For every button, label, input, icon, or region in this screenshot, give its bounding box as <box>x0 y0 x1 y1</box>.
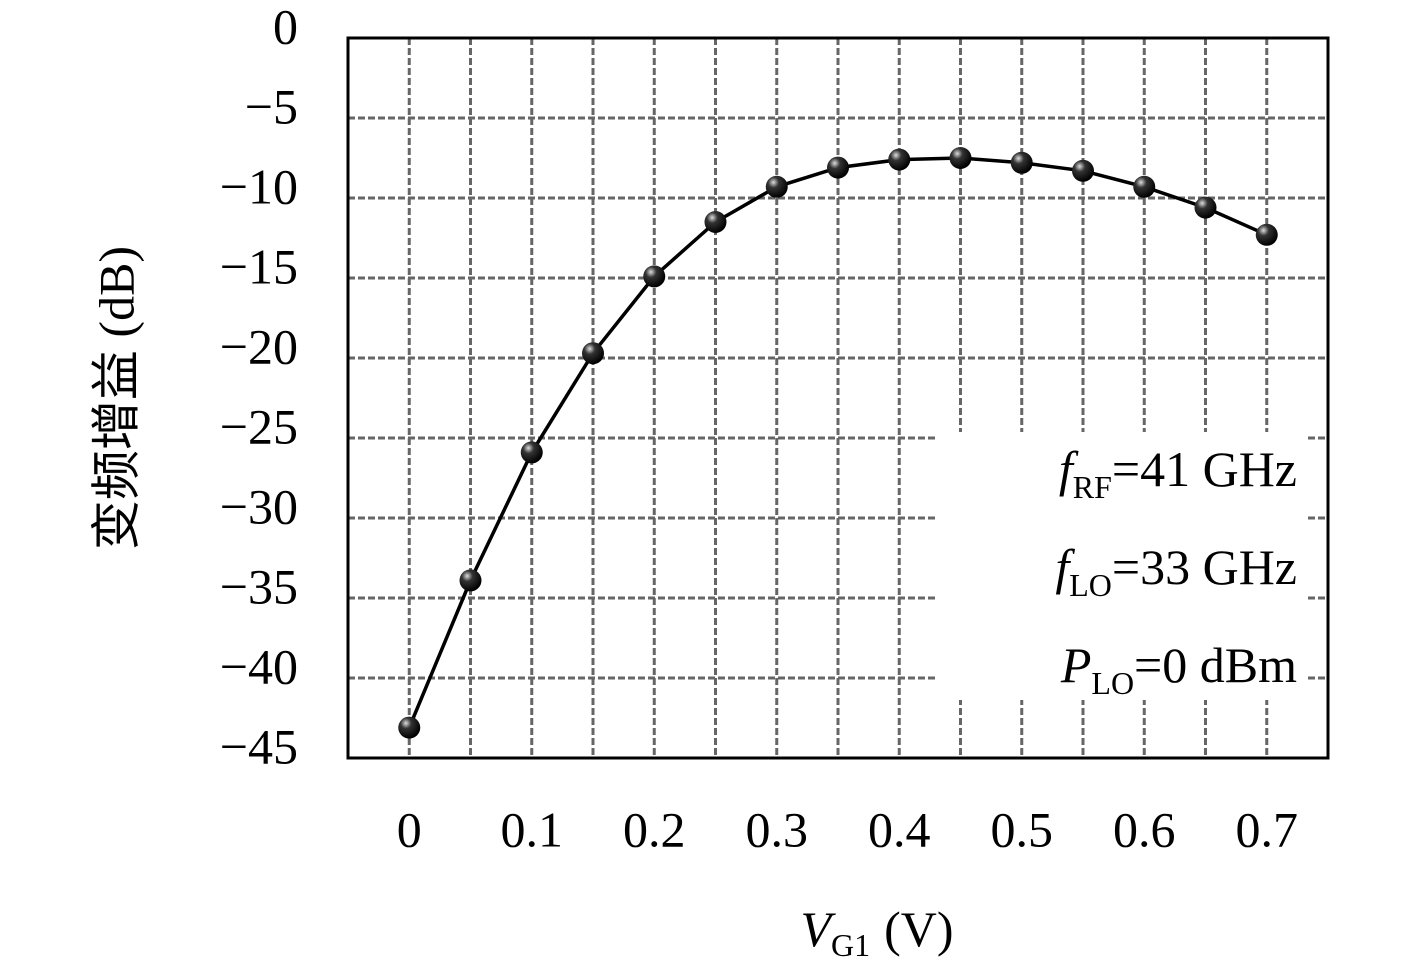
y-tick-label: −15 <box>220 238 298 294</box>
x-tick-label: 0.3 <box>746 801 809 857</box>
y-tick-label: −10 <box>220 158 298 214</box>
annotation-sub: LO <box>1091 665 1134 701</box>
data-point <box>1255 223 1278 246</box>
plot-frame <box>346 36 1330 760</box>
x-tick-label: 0.6 <box>1113 801 1176 857</box>
x-tick-label: 0 <box>397 801 422 857</box>
data-point <box>520 441 543 464</box>
data-point <box>643 265 666 288</box>
annotation-text: =41 GHz <box>1112 441 1297 497</box>
data-point <box>704 211 727 233</box>
annotation-symbol: P <box>1060 637 1092 693</box>
x-tick-label: 0.7 <box>1236 801 1299 857</box>
data-point <box>582 342 604 365</box>
y-tick-label: −40 <box>220 638 298 694</box>
data-point <box>1194 196 1217 219</box>
data-point <box>888 148 911 171</box>
x-label-sub: G1 <box>831 927 870 963</box>
y-tick-label: −45 <box>220 718 298 774</box>
data-point <box>459 569 482 592</box>
annotation-box <box>936 432 1306 700</box>
y-tick-label: −30 <box>220 478 298 534</box>
y-tick-label: 0 <box>273 0 298 54</box>
x-tick-label: 0.5 <box>991 801 1054 857</box>
annotation-text: =0 dBm <box>1134 637 1297 693</box>
annotation-sub: RF <box>1073 469 1112 505</box>
data <box>398 147 1278 739</box>
data-point <box>398 716 421 739</box>
x-tick-label: 0.4 <box>868 801 931 857</box>
data-point <box>1072 159 1094 182</box>
annotation: fLO=33 GHz <box>1055 539 1297 603</box>
y-tick-label: −35 <box>220 558 298 614</box>
data-point <box>1133 175 1156 198</box>
data-point <box>1010 151 1033 174</box>
annotation: fRF=41 GHz <box>1059 441 1297 505</box>
y-tick-label: −20 <box>220 318 298 374</box>
x-axis-label: VG1 (V) <box>800 901 953 963</box>
y-axis-label: 变频增益 (dB) <box>88 246 144 550</box>
annotation: PLO=0 dBm <box>1060 637 1297 701</box>
x-tick-label: 0.2 <box>623 801 686 857</box>
x-label-unit: (V) <box>884 901 953 957</box>
y-tick-label: −25 <box>220 398 298 454</box>
annotation-text: =33 GHz <box>1112 539 1297 595</box>
data-point <box>827 156 849 179</box>
x-tick-label: 0.1 <box>501 801 564 857</box>
x-label-symbol: V <box>800 901 836 957</box>
annotation-sub: LO <box>1069 567 1112 603</box>
data-point <box>765 175 788 198</box>
y-tick-label: −5 <box>245 78 298 134</box>
data-point <box>949 147 972 169</box>
